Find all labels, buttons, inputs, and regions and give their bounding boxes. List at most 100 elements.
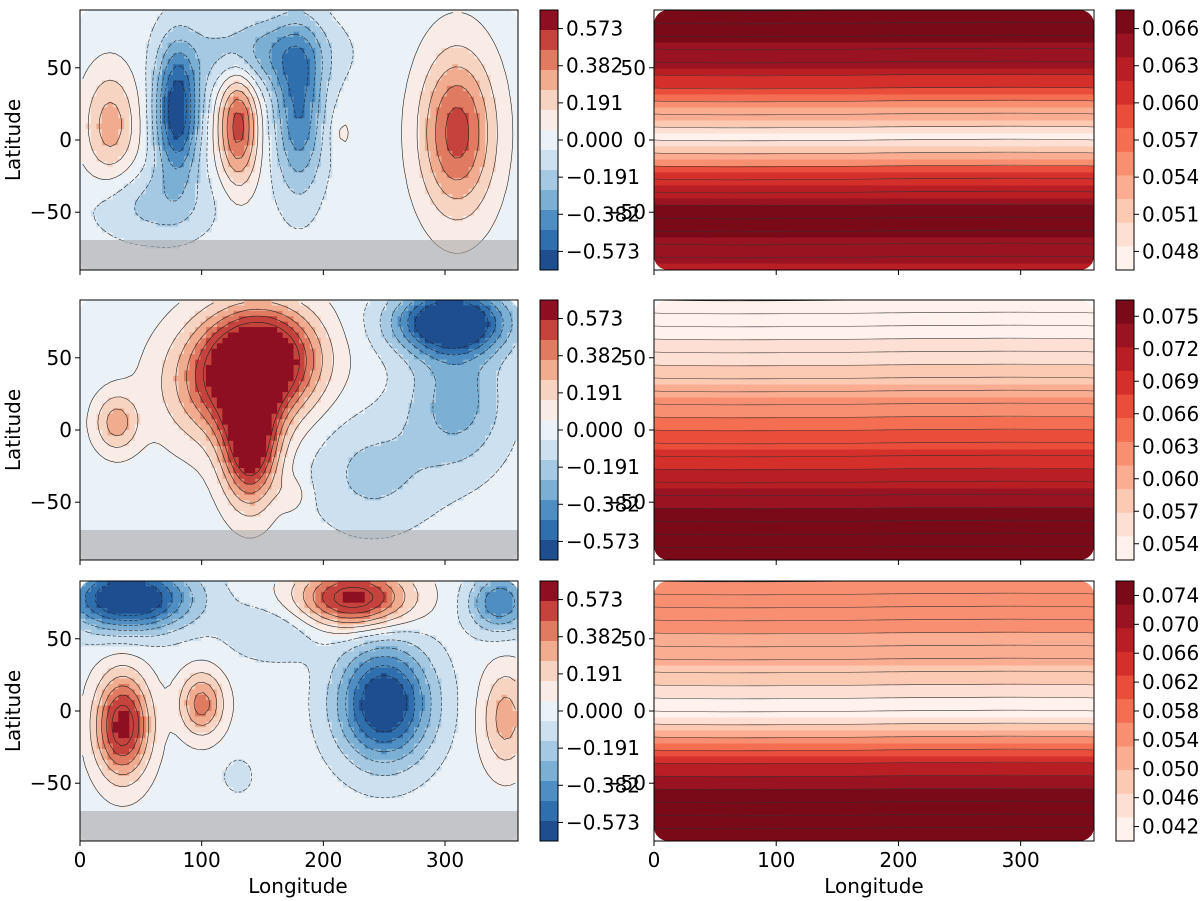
panel-c-cell (490, 381, 497, 388)
panel-a-cell (189, 69, 196, 76)
panel-c-cell (397, 408, 404, 415)
panel-a-cell (233, 80, 240, 87)
panel-c-cell (326, 381, 333, 388)
panel-a-cell (156, 123, 163, 130)
panel-c-cell (178, 397, 185, 404)
panel-c-cell (200, 359, 207, 366)
panel-a-cell (227, 145, 234, 152)
panel-a-cell (222, 172, 229, 179)
panel-c-cell (381, 457, 388, 463)
panel-c-cell (255, 489, 262, 496)
panel-a-cell (326, 85, 333, 92)
panel-c-cell (233, 484, 240, 491)
panel-a-cell (96, 129, 103, 136)
panel-c-cell (419, 321, 426, 328)
panel-c-cell (162, 354, 169, 361)
panel-a-cell (490, 123, 497, 130)
panel-c-cell (233, 435, 240, 442)
panel-c-cell (331, 381, 338, 388)
panel-a-cell (118, 205, 125, 211)
panel-c-cell (129, 446, 136, 453)
panel-c-cell (359, 489, 366, 496)
panel-a-cell (424, 215, 431, 222)
panel-a-cell (96, 85, 103, 92)
panel-a-cell (315, 188, 322, 195)
panel-c-cell (249, 337, 256, 344)
panel-c-cell (359, 478, 366, 485)
panel-b-band (654, 75, 1094, 83)
panel-a-cell (178, 102, 185, 108)
panel-c-contour-line (186, 308, 315, 494)
panel-a-cell (118, 112, 125, 119)
panel-c-cell (315, 402, 322, 409)
panel-a-cell (435, 134, 442, 141)
panel-c-cell (457, 451, 464, 458)
panel-a-cell (463, 31, 470, 38)
panel-c-cell (233, 332, 240, 339)
panel-c-cell (244, 516, 251, 523)
panel-c-cell (408, 495, 415, 501)
panel-c-cell (441, 365, 448, 371)
panel-c-cell (293, 359, 300, 366)
panel-a-cell (233, 140, 240, 146)
panel-c-cell (101, 386, 108, 393)
panel-a-cell (288, 183, 295, 190)
panel-a-cell (134, 140, 141, 146)
panel-c-cell (496, 327, 503, 333)
panel-c-cell (441, 392, 448, 398)
panel-c-cell (255, 310, 262, 317)
panel-a-cell (468, 221, 475, 228)
panel-a-cell (222, 177, 229, 184)
panel-a-cell (112, 134, 119, 141)
panel-a-cell (331, 42, 338, 49)
panel-c-cell (419, 495, 426, 501)
panel-c-cell (96, 435, 103, 442)
panel-c-cell (364, 500, 371, 507)
panel-c-cell (331, 392, 338, 398)
panel-c-cell (419, 489, 426, 496)
panel-a-cell (435, 53, 442, 60)
panel-a-cell (320, 150, 327, 157)
panel-a-cell (403, 167, 409, 173)
panel-c-cell (293, 370, 300, 377)
panel-a-cell (446, 53, 453, 60)
panel-c-cell (315, 300, 322, 306)
panel-c-cell (408, 402, 415, 409)
panel-a-cell (342, 37, 349, 43)
panel-c-cell (331, 332, 338, 339)
panel-a-cell (173, 172, 180, 179)
panel-c-cell (260, 365, 267, 371)
panel-c-cell (342, 435, 349, 442)
panel-c-cell (408, 370, 415, 377)
panel-a-cell (320, 96, 327, 103)
panel-a-cell (413, 140, 420, 146)
panel-a-cell (441, 210, 448, 217)
panel-a-cell (80, 140, 86, 146)
panel-a-cell (403, 102, 409, 108)
panel-a-cell (200, 80, 207, 87)
panel-a-cell (441, 134, 448, 141)
panel-a-cell (320, 161, 327, 168)
panel-c-cell (381, 413, 388, 420)
panel-a-cell (233, 47, 240, 54)
panel-a-cell (282, 188, 289, 195)
panel-a-cell (156, 112, 163, 119)
panel-c-cell (134, 408, 141, 415)
panel-c-cell (178, 343, 185, 350)
panel-a-cell (90, 80, 97, 87)
panel-b-band (654, 198, 1094, 206)
panel-c-cell (238, 305, 245, 312)
panel-a-cell (315, 37, 322, 43)
panel-c-cell (359, 419, 366, 426)
panel-a-cell (326, 26, 333, 33)
panel-c-cell (156, 440, 163, 447)
panel-a-cell (419, 210, 426, 217)
panel-c-cell (227, 430, 234, 436)
panel-a-cell (101, 156, 108, 163)
panel-c-cell (151, 397, 158, 404)
panel-a-cell (244, 156, 251, 163)
panel-c-cell (337, 511, 344, 518)
panel-a-cell (446, 31, 453, 38)
panel-c-cell (353, 435, 360, 442)
panel-a-cell (211, 140, 218, 146)
